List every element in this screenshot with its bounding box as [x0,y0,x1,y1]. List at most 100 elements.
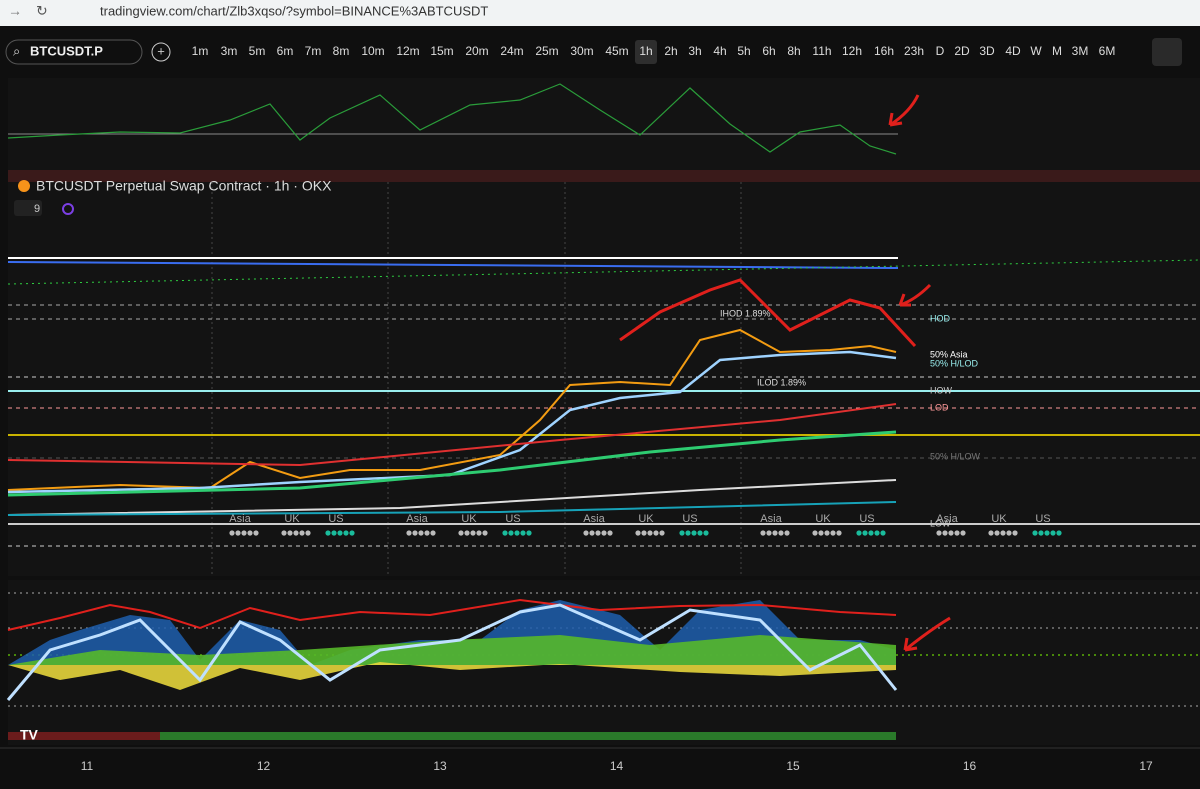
timeframe[interactable]: 30m [570,44,593,58]
session-dot [685,530,691,536]
session-dot [508,530,514,536]
timeframe[interactable]: 12m [396,44,419,58]
session-label: Asia [936,513,958,525]
session-dot [1038,530,1044,536]
session-dot [784,530,790,536]
indicator-toggle[interactable] [14,200,42,216]
timeframe[interactable]: 3M [1072,44,1089,58]
timeframe[interactable]: 45m [605,44,628,58]
session-dot [1006,530,1012,536]
symbol-search[interactable] [5,39,143,65]
timeframe[interactable]: 7m [305,44,322,58]
session-dot [641,530,647,536]
timeframe[interactable]: 12h [842,44,862,58]
session-dot [635,530,641,536]
session-dot [235,530,241,536]
ema-line [7,403,897,467]
timeframe[interactable]: 4h [713,44,726,58]
timeframe[interactable]: 23h [904,44,924,58]
timeframe[interactable]: 6M [1099,44,1116,58]
chart-style[interactable] [1152,38,1182,66]
timeframe[interactable]: 10m [361,44,384,58]
timeframe[interactable]: 4D [1005,44,1021,58]
timeframe[interactable]: 1m [192,44,209,58]
session-label: UK [461,513,477,525]
timeframe[interactable]: D [936,44,945,58]
session-dot [589,530,595,536]
session-dot [514,530,520,536]
timeframe-active [635,40,657,64]
timeframe[interactable]: 15m [430,44,453,58]
session-dot [583,530,589,536]
url[interactable]: tradingview.com/chart/Zlb3xqso/?symbol=B… [100,3,488,18]
level-label: HOD [930,313,951,323]
timeframe[interactable]: 16h [874,44,894,58]
annotation-curve [619,278,917,348]
timeframe[interactable]: 3h [688,44,701,58]
session-label: US [328,513,343,525]
symbol[interactable]: BTCUSDT.P [30,43,103,58]
timeframe[interactable]: 25m [535,44,558,58]
back-button[interactable]: → [8,3,22,19]
indicator-count: 9 [34,203,40,215]
x-axis-label: 14 [610,759,624,773]
timeframe[interactable]: 3m [221,44,238,58]
timeframe[interactable]: 24m [500,44,523,58]
session-label: UK [815,513,831,525]
x-axis-label: 13 [433,759,447,773]
timeframe[interactable]: 2h [664,44,677,58]
timeframe[interactable]: 5h [737,44,750,58]
level-label: 50% Asia [930,349,968,359]
session-dot [1000,530,1006,536]
reload-button[interactable]: ↻ [36,3,48,19]
osc-line [6,603,898,701]
session-dot [659,530,665,536]
session-dot [862,530,868,536]
level-label: LOD [930,402,949,412]
timeframe[interactable]: 2D [954,44,970,58]
osc-area [8,662,896,690]
session-label: UK [638,513,654,525]
timeframe[interactable]: 20m [465,44,488,58]
x-axis-label: 15 [786,759,800,773]
annotation-arrow [903,616,951,652]
timeframe[interactable]: 8h [787,44,800,58]
session-label: US [1035,513,1050,525]
session-dot [760,530,766,536]
session-dot [520,530,526,536]
timeframe[interactable]: 3D [979,44,995,58]
add-symbol[interactable] [151,42,171,62]
session-dot [424,530,430,536]
session-dot [343,530,349,536]
session-dot [960,530,966,536]
level-label: IHOD 1.89% [720,308,771,318]
session-dot [988,530,994,536]
ema-line [7,328,897,491]
timeframe[interactable]: 6m [277,44,294,58]
session-dot [1044,530,1050,536]
session-dot [293,530,299,536]
session-dot [331,530,337,536]
session-dot [247,530,253,536]
timeframe[interactable]: 8m [333,44,350,58]
session-dot [412,530,418,536]
timeframe[interactable]: 1h [639,44,652,58]
timeframe[interactable]: 5m [249,44,266,58]
session-dot [253,530,259,536]
session-dot [772,530,778,536]
session-label: US [505,513,520,525]
x-axis-label: 12 [257,759,271,773]
timeframe[interactable]: M [1052,44,1062,58]
session-dot [476,530,482,536]
timeframe[interactable]: W [1030,44,1042,58]
session-dot [607,530,613,536]
timeframe[interactable]: 11h [812,44,831,58]
session-dot [337,530,343,536]
session-dot [812,530,818,536]
pane-separator [8,170,1200,182]
session-dot [942,530,948,536]
timeframe[interactable]: 6h [762,44,775,58]
session-dot [1050,530,1056,536]
